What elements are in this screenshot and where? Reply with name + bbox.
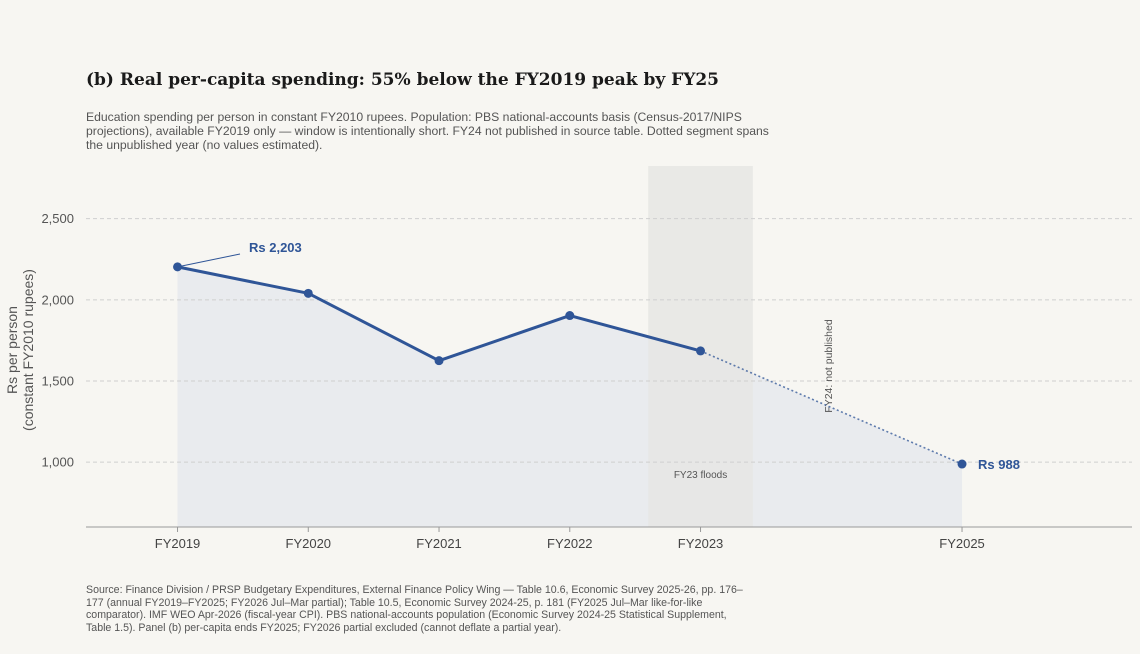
x-tick-label: FY2020: [286, 536, 332, 551]
data-point: [957, 459, 967, 469]
line-chart: FY23 floods 1,000 1,500 2,000 2,500 FY2019 FY2…: [4, 166, 1132, 551]
not-published-note: FY24: not published: [823, 319, 835, 413]
annotation-latest: Rs 988: [978, 457, 1020, 472]
x-tick-label: FY2022: [547, 536, 593, 551]
x-tick-label: FY2019: [155, 536, 201, 551]
y-axis-title-line1: Rs per person: [4, 306, 20, 394]
y-tick-label: 2,000: [41, 292, 74, 307]
data-point: [434, 356, 444, 366]
y-tick-label: 2,500: [41, 211, 74, 226]
area-fill: [177, 266, 963, 527]
floods-band-label: FY23 floods: [674, 470, 727, 481]
y-tick-label: 1,000: [41, 455, 74, 470]
y-axis-title-line2: (constant FY2010 rupees): [20, 269, 36, 431]
data-point: [696, 346, 706, 356]
data-point: [565, 311, 575, 321]
chart-subtitle: Education spending per person in constan…: [86, 110, 769, 152]
x-tick-label: FY2021: [416, 536, 462, 551]
annotation-peak: Rs 2,203: [249, 240, 302, 255]
data-point: [303, 288, 313, 298]
x-tick-label: FY2023: [678, 536, 724, 551]
source-note: Source: Finance Division / PRSP Budgetar…: [86, 584, 743, 634]
chart-title: (b) Real per-capita spending: 55% below …: [86, 70, 719, 90]
annotation-leader: [177, 253, 241, 268]
y-tick-label: 1,500: [41, 373, 74, 388]
x-tick-label: FY2025: [939, 536, 985, 551]
